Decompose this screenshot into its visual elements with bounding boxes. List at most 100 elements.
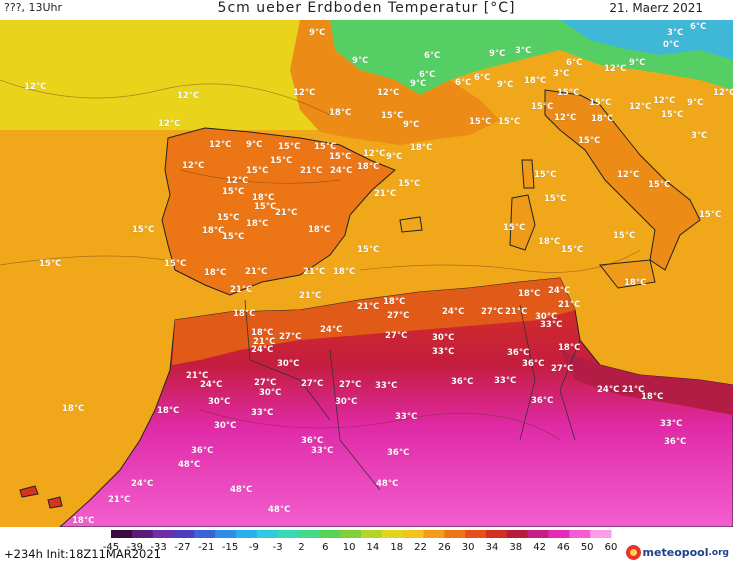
temperature-label: 30°C: [432, 333, 454, 343]
temperature-label: 18°C: [233, 309, 255, 319]
temperature-label: 21°C: [374, 189, 396, 199]
scale-swatch: [340, 530, 362, 538]
sardinia: [509, 194, 536, 251]
temperature-label: 9°C: [489, 49, 505, 59]
temperature-label: 12°C: [653, 96, 675, 106]
temperature-label: 21°C: [275, 208, 297, 218]
temperature-label: 48°C: [268, 505, 290, 515]
scale-tick-label: 60: [605, 542, 618, 553]
temperature-label: 33°C: [395, 412, 417, 422]
temperature-label: 18°C: [538, 237, 560, 247]
temperature-label: 15°C: [222, 232, 244, 242]
temperature-label: 9°C: [403, 120, 419, 130]
scale-tick-label: 14: [367, 542, 380, 553]
temperature-label: 27°C: [301, 379, 323, 389]
temperature-label: 15°C: [246, 166, 268, 176]
model-run-info: +234h Init:18Z11MAR2021: [4, 547, 161, 561]
scale-swatch: [444, 530, 466, 538]
temperature-label: 18°C: [246, 219, 268, 229]
meteopool-logo[interactable]: meteopool .org: [625, 545, 729, 560]
temperature-label: 30°C: [214, 421, 236, 431]
temperature-label: 21°C: [300, 166, 322, 176]
temperature-label: 15°C: [270, 156, 292, 166]
scale-swatch: [215, 530, 237, 538]
temperature-label: 15°C: [357, 245, 379, 255]
temperature-label: 15°C: [498, 117, 520, 127]
temperature-label: 30°C: [208, 397, 230, 407]
scale-tick-label: -9: [249, 542, 259, 553]
scale-swatch: [236, 530, 258, 538]
temperature-label: 15°C: [613, 231, 635, 241]
temperature-label: 12°C: [158, 119, 180, 129]
temperature-label: 21°C: [303, 267, 325, 277]
temperature-label: 24°C: [200, 380, 222, 390]
temperature-label: 6°C: [455, 78, 471, 88]
color-scale: -45 -39 -33 -27 -21 -15 -9 -3 2 6 10 14 18 22 26 30 34 38…: [103, 530, 618, 553]
temperature-label: 21°C: [622, 385, 644, 395]
scale-tick-label: 2: [298, 542, 304, 553]
iberia-landmass: [161, 127, 396, 296]
temperature-label: 15°C: [164, 259, 186, 269]
map-title: 5cm ueber Erdboden Temperatur [°C]: [217, 0, 516, 16]
temperature-label: 15°C: [699, 210, 721, 220]
scale-swatch: [506, 530, 529, 538]
temperature-label: 18°C: [558, 343, 580, 353]
temperature-label: 18°C: [624, 278, 646, 288]
temperature-contours: [0, 79, 641, 441]
temperature-label: 21°C: [558, 300, 580, 310]
temperature-label: 27°C: [385, 331, 407, 341]
scale-tick-label: 46: [557, 542, 570, 553]
temperature-label: 9°C: [687, 98, 703, 108]
temperature-label: 9°C: [246, 140, 262, 150]
maghreb-coast-band: [172, 278, 575, 365]
temperature-label: 18°C: [641, 392, 663, 402]
biscay-field: [0, 20, 330, 130]
temperature-label: 18°C: [329, 108, 351, 118]
temperature-label: 27°C: [339, 380, 361, 390]
temperature-label: 12°C: [363, 149, 385, 159]
temperature-label: 27°C: [254, 378, 276, 388]
temperature-label: 15°C: [503, 223, 525, 233]
temperature-label: 12°C: [629, 102, 651, 112]
temperature-label: 24°C: [320, 325, 342, 335]
temperature-label: 18°C: [410, 143, 432, 153]
temperature-label: 15°C: [544, 194, 566, 204]
scale-swatch: [402, 530, 424, 538]
scale-swatch: [548, 530, 570, 538]
temperature-label: 27°C: [551, 364, 573, 374]
temperature-label: 12°C: [713, 88, 733, 98]
temperature-label: 18°C: [252, 193, 274, 203]
temperature-label: 0°C: [663, 40, 679, 50]
temperature-label: 33°C: [251, 408, 273, 418]
temperature-label: 15°C: [561, 245, 583, 255]
temperature-label: 9°C: [629, 58, 645, 68]
scale-tick-label: 34: [486, 542, 499, 553]
temperature-label: 36°C: [301, 436, 323, 446]
temperature-label: 3°C: [691, 131, 707, 141]
temperature-label: 18°C: [251, 328, 273, 338]
temperature-label: 33°C: [432, 347, 454, 357]
scale-tick-label: 38: [509, 542, 522, 553]
temperature-label: 18°C: [204, 268, 226, 278]
temperature-label: 27°C: [387, 311, 409, 321]
temperature-label: 21°C: [230, 285, 252, 295]
temperature-label: 12°C: [604, 64, 626, 74]
temperature-label: 15°C: [314, 142, 336, 152]
temperature-label: 24°C: [597, 385, 619, 395]
logo-tld: .org: [708, 547, 729, 558]
scale-swatch: [361, 530, 383, 538]
temperature-label: 48°C: [178, 460, 200, 470]
temperature-label: 15°C: [222, 187, 244, 197]
temperature-label: 15°C: [381, 111, 403, 121]
scale-swatch: [111, 530, 133, 538]
temperature-label: 12°C: [209, 140, 231, 150]
temperature-label: 6°C: [419, 70, 435, 80]
temperature-label: 9°C: [497, 80, 513, 90]
scale-tick-label: 18: [390, 542, 403, 553]
scale-swatch: [423, 530, 445, 538]
scale-tick-label: 26: [438, 542, 451, 553]
temperature-label: 15°C: [469, 117, 491, 127]
scale-tick-label: 50: [581, 542, 594, 553]
temperature-label: 18°C: [524, 76, 546, 86]
temperature-label: 6°C: [690, 22, 706, 32]
